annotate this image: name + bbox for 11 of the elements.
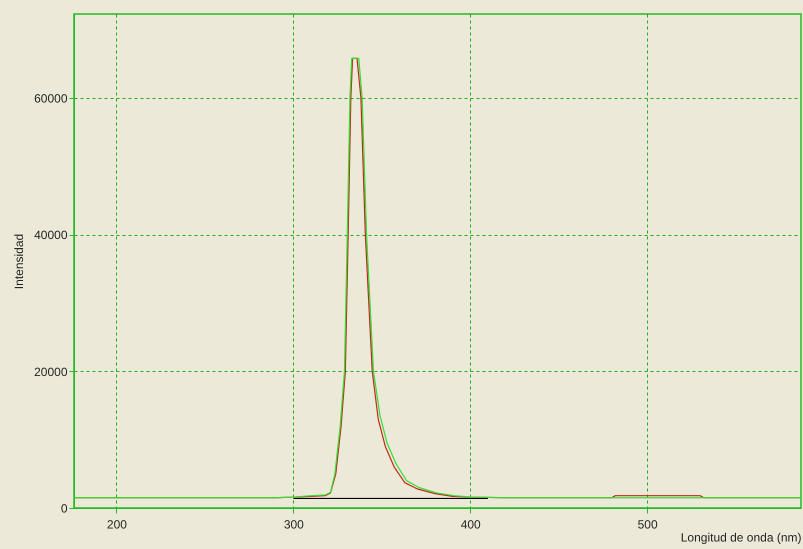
- x-tick-label: 200: [106, 518, 128, 532]
- y-tick-label: 20000: [34, 364, 68, 379]
- y-tick-label: 60000: [34, 92, 68, 106]
- x-tick-label: 300: [284, 518, 304, 532]
- x-tick-label: 500: [638, 518, 658, 532]
- x-axis-title: Longitud de onda (nm): [680, 530, 802, 544]
- y-tick-label: 0: [60, 502, 68, 516]
- y-tick-label: 40000: [34, 228, 68, 242]
- line-series: [74, 58, 801, 498]
- y-axis-title: Intensidad: [12, 234, 26, 290]
- x-tick-label: 400: [460, 518, 482, 532]
